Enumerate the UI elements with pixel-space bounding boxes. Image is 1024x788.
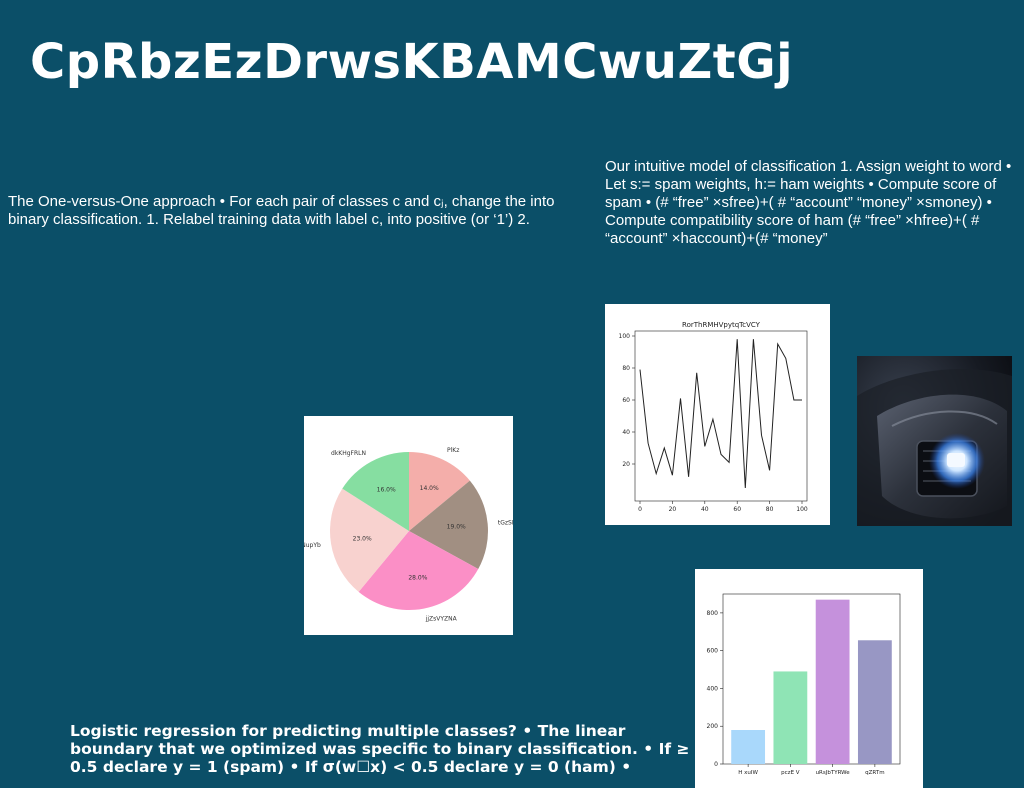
pie-category-label: PlKz [447,447,459,454]
pie-category-label: wXNhNupYb [304,542,321,549]
pie-slice [342,452,409,531]
pie-value-label: 28.0% [408,575,427,582]
pie-category-label: tGzSEPXu [498,520,513,527]
bar-chart-panel: 0 200 400 600 800 H xuIW pczE V uRsJbTYRWe qZRTm [695,569,923,788]
y-tick-label: 600 [707,648,719,655]
x-tick-label: 100 [796,506,808,513]
line-series [639,339,802,489]
x-tick-label: 60 [733,506,741,513]
pie-category-label: jjZsVYZNA [425,616,458,623]
x-tick-label: 40 [701,506,709,513]
line-chart-frame [634,330,808,502]
y-tick-label: 800 [707,610,719,617]
pie-chart-panel: 14.0% PlKz 19.0% tGzSEPXu 28.0% jjZsVYZNA 23.0… [304,416,513,635]
bar-chart: 0 200 400 600 800 H xuIW pczE V uRsJbTYRWe qZRTm [707,593,901,776]
pie-value-label: 23.0% [353,535,372,542]
line-chart-panel: RorThRMHVpytqTcVCY 0 20 40 60 80 100 20 40 60 80 1… [605,304,830,525]
classification-model-text: Our intuitive model of classification 1.… [605,158,1012,247]
x-tick-label: H xuIW [738,770,758,776]
pie-slice [330,488,409,592]
x-tick-label: uRsJbTYRWe [816,770,851,776]
car-headlight-photo [857,356,1012,526]
y-tick-label: 400 [707,685,719,692]
pie-chart: 14.0% PlKz 19.0% tGzSEPXu 28.0% jjZsVYZNA 23.0… [304,447,513,623]
y-tick-label: 20 [622,461,630,468]
bar [815,599,850,764]
bar [773,671,808,764]
pie-value-label: 19.0% [447,524,466,531]
x-tick-label: 20 [669,506,677,513]
y-tick-label: 0 [714,761,718,768]
y-tick-label: 100 [619,333,631,340]
bar [731,730,766,764]
line-chart-title: RorThRMHVpytqTcVCY [682,321,761,329]
y-tick-label: 60 [622,397,630,404]
pie-value-label: 16.0% [377,486,396,493]
pie-slice [409,452,470,531]
x-tick-label: pczE V [781,770,800,776]
bar [857,640,892,764]
y-tick-label: 40 [622,429,630,436]
x-tick-label: 80 [766,506,774,513]
pie-slice [409,480,488,570]
line-chart: RorThRMHVpytqTcVCY 0 20 40 60 80 100 20 40 60 80 1… [619,321,808,513]
x-tick-label: 0 [638,506,642,513]
pie-category-label: dkKHgFRLN [331,450,366,457]
pie-value-label: 14.0% [420,485,439,492]
bar-chart-frame [722,593,901,765]
x-tick-label: qZRTm [865,770,884,776]
pie-slice [358,531,479,610]
y-tick-label: 200 [707,723,719,730]
logistic-regression-text: Logistic regression for predicting multi… [70,722,690,776]
y-tick-label: 80 [622,365,630,372]
slide-title: CpRbzEzDrwsKBAMCwuZtGj [30,34,794,90]
one-vs-one-text: The One-versus-One approach • For each p… [8,193,555,228]
